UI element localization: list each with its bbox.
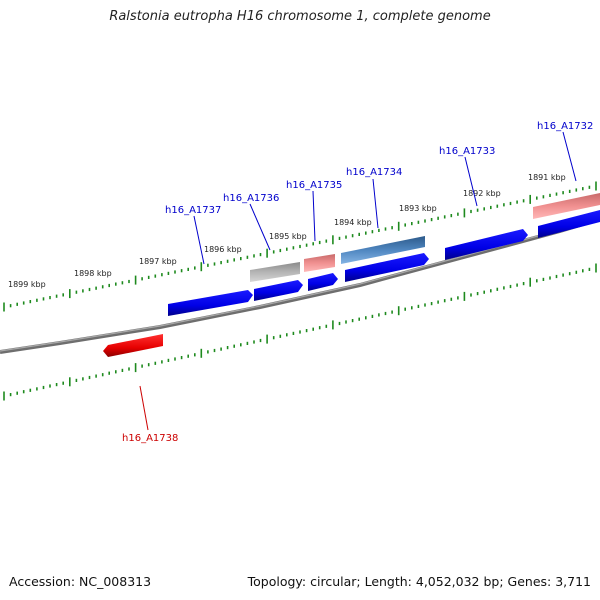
gene-arrow-h16_A1736[interactable]: [254, 280, 303, 301]
gene-label-h16_A1736[interactable]: h16_A1736: [223, 193, 279, 204]
gene-label-h16_A1737[interactable]: h16_A1737: [165, 205, 221, 216]
leader-h16_A1738: [139, 385, 149, 431]
gene-label-h16_A1735[interactable]: h16_A1735: [286, 180, 342, 191]
kbp-label-1896: 1896 kbp: [204, 245, 242, 254]
gene-label-h16_A1732[interactable]: h16_A1732: [537, 121, 593, 132]
kbp-label-1893: 1893 kbp: [399, 204, 437, 213]
kbp-label-1895: 1895 kbp: [269, 232, 307, 241]
kbp-label-1898: 1898 kbp: [74, 269, 112, 278]
label-leaders-forward: [193, 131, 577, 265]
leader-h16_A1734: [372, 178, 379, 229]
outer-tick-ring: [3, 181, 597, 312]
map-title: Ralstonia eutropha H16 chromosome 1, com…: [109, 9, 491, 24]
kbp-label-1892: 1892 kbp: [463, 189, 501, 198]
gene-arrow-h16_A1733[interactable]: [445, 229, 528, 260]
topology-text: Topology: circular; Length: 4,052,032 bp…: [247, 574, 591, 589]
leader-h16_A1736: [249, 203, 271, 251]
feature-steel-blue[interactable]: [341, 236, 425, 264]
leader-h16_A1735: [312, 190, 316, 242]
feature-pink-1[interactable]: [304, 254, 335, 272]
feature-gray[interactable]: [250, 262, 300, 282]
gene-arrow-h16_A1737[interactable]: [168, 290, 253, 316]
gene-arrow-h16_A1738[interactable]: [103, 334, 163, 357]
leader-h16_A1737: [193, 215, 205, 265]
accession-text: Accession: NC_008313: [9, 574, 152, 589]
leader-h16_A1732: [562, 131, 577, 182]
kbp-label-1897: 1897 kbp: [139, 257, 177, 266]
gene-arrow-h16_A1735[interactable]: [308, 273, 338, 291]
kbp-label-1899: 1899 kbp: [8, 280, 46, 289]
gene-arrow-h16_A1734[interactable]: [345, 253, 429, 282]
gene-label-h16_A1733[interactable]: h16_A1733: [439, 146, 495, 157]
leader-h16_A1733: [464, 156, 478, 207]
gene-arrow-h16_A1732[interactable]: [538, 210, 600, 238]
inner-tick-ring: [3, 263, 597, 401]
kbp-label-1894: 1894 kbp: [334, 218, 372, 227]
feature-pink-2[interactable]: [533, 193, 600, 219]
gene-label-h16_A1738[interactable]: h16_A1738: [122, 433, 178, 444]
kbp-label-1891: 1891 kbp: [528, 173, 566, 182]
gene-label-h16_A1734[interactable]: h16_A1734: [346, 167, 402, 178]
